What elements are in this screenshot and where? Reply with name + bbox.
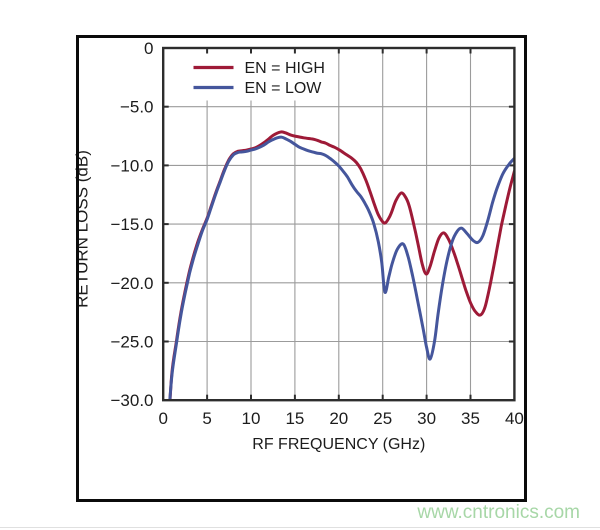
svg-text:35: 35: [461, 409, 480, 428]
svg-text:5: 5: [202, 409, 211, 428]
svg-text:30: 30: [417, 409, 436, 428]
svg-text:www.cntronics.com: www.cntronics.com: [416, 502, 580, 523]
svg-text:0: 0: [144, 39, 153, 58]
svg-text:−30.0: −30.0: [110, 391, 153, 410]
svg-text:−25.0: −25.0: [110, 333, 153, 352]
svg-text:25: 25: [373, 409, 392, 428]
svg-text:15: 15: [285, 409, 304, 428]
svg-text:EN = HIGH: EN = HIGH: [245, 60, 325, 77]
svg-text:−20.0: −20.0: [110, 274, 153, 293]
svg-text:−10.0: −10.0: [110, 156, 153, 175]
svg-text:EN = LOW: EN = LOW: [245, 80, 323, 97]
svg-text:10: 10: [242, 409, 261, 428]
svg-text:0: 0: [158, 409, 167, 428]
svg-text:RF FREQUENCY (GHz): RF FREQUENCY (GHz): [252, 436, 425, 453]
svg-text:−5.0: −5.0: [120, 98, 154, 117]
svg-text:RETURN LOSS (dB): RETURN LOSS (dB): [73, 150, 92, 308]
svg-text:20: 20: [329, 409, 348, 428]
svg-text:40: 40: [505, 409, 524, 428]
svg-text:−15.0: −15.0: [110, 215, 153, 234]
